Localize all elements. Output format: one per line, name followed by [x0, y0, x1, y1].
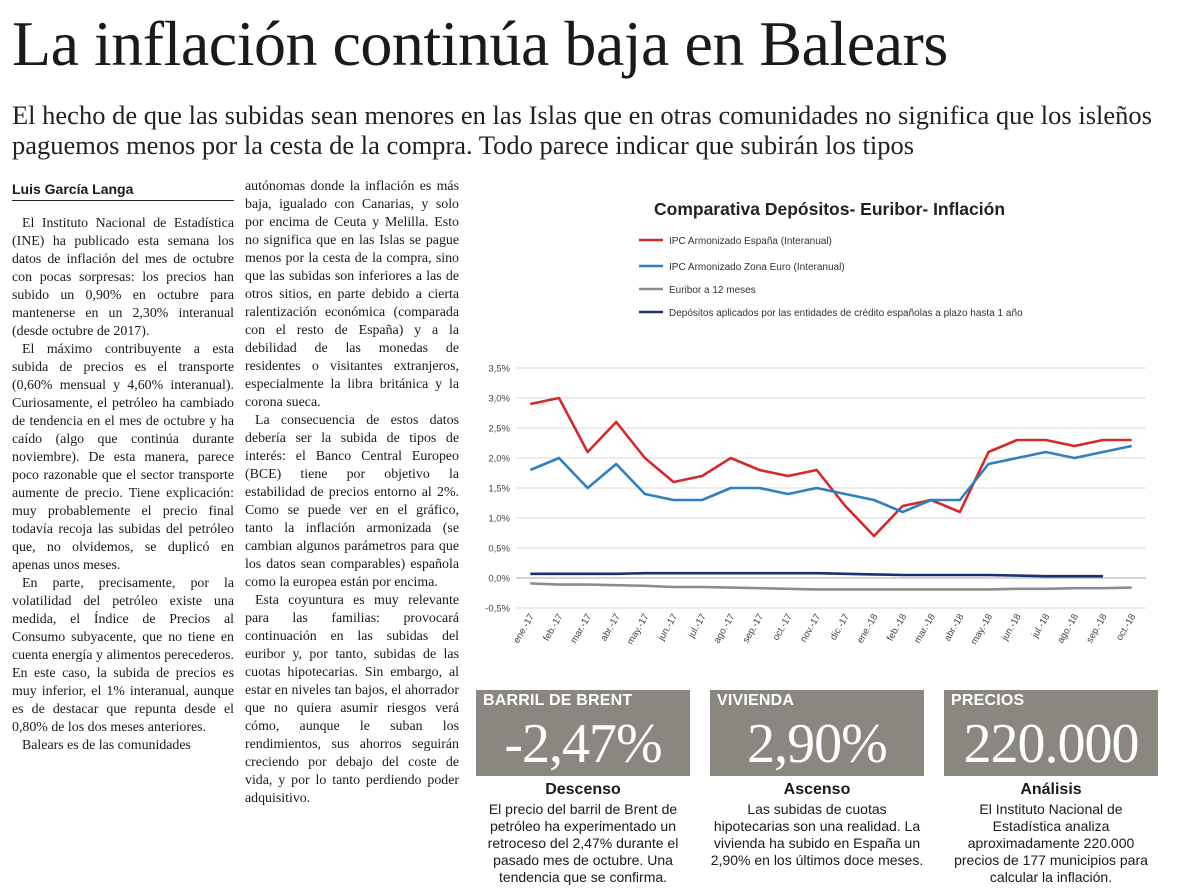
x-tick-label: feb.-17: [541, 612, 565, 643]
y-tick-label: 0,5%: [488, 544, 510, 555]
x-tick-label: oct.-18: [1114, 612, 1138, 643]
fact-box-vivienda: VIVIENDA 2,90% Ascenso Las subidas de cu…: [710, 690, 924, 869]
series-line-euribor: [530, 582, 1132, 591]
chart-x-axis: ene.-17 feb.-17 mar.-17 abr.-17 may.-17 jun.-…: [511, 612, 1138, 647]
subheadline: El hecho de que las subidas sean menores…: [12, 100, 1152, 160]
headline: La inflación continúa baja en Balears: [12, 8, 948, 79]
x-tick-label: ago.-17: [712, 612, 738, 645]
x-tick-label: abr.-17: [599, 612, 623, 643]
x-tick-label: sep.-18: [1084, 612, 1109, 645]
fact-value: -2,47%: [504, 713, 662, 775]
fact-title: Análisis: [1020, 781, 1082, 798]
fact-title: Ascenso: [783, 781, 851, 798]
x-tick-label: may.-17: [625, 612, 651, 647]
chart-svg: Comparativa Depósitos- Euribor- Inflació…: [485, 199, 1146, 647]
x-tick-label: may.-18: [969, 612, 995, 647]
inflation-chart: Comparativa Depósitos- Euribor- Inflació…: [476, 178, 1166, 660]
fact-value: 220.000: [963, 713, 1140, 775]
chart-gridlines: [516, 367, 1146, 609]
fact-box-precios: PRECIOS 220.000 Análisis El Instituto Na…: [944, 690, 1158, 886]
article-column-2: autónomas donde la inflación es más baja…: [245, 178, 459, 808]
x-tick-label: jul.-18: [1029, 612, 1052, 641]
fact-label: VIVIENDA: [717, 692, 795, 709]
x-tick-label: jul.-17: [686, 612, 709, 641]
x-tick-label: feb.-18: [885, 612, 909, 643]
article-paragraph: La consecuencia de estos datos debería s…: [245, 413, 459, 590]
x-tick-label: ago.-18: [1055, 612, 1081, 645]
y-tick-label: 0,0%: [488, 574, 510, 585]
y-tick-label: -0,5%: [485, 604, 510, 615]
legend-label: IPC Armonizado España (Interanual): [669, 236, 832, 247]
byline: Luis García Langa: [12, 180, 234, 201]
y-tick-label: 2,5%: [488, 424, 510, 435]
chart-y-axis: 3,5% 3,0% 2,5% 2,0% 1,5% 1,0% 0,5% 0,0% -0,5%: [485, 364, 510, 615]
legend-label: Euribor a 12 meses: [669, 285, 756, 296]
fact-text: El precio del barril de Brent de petróle…: [487, 801, 679, 885]
fact-label: BARRIL DE BRENT: [483, 692, 633, 709]
fact-box-brent: BARRIL DE BRENT -2,47% Descenso El preci…: [476, 690, 690, 886]
series-line-ipc-zona-euro: [529, 444, 1132, 514]
y-tick-label: 3,5%: [488, 364, 510, 375]
chart-series: [529, 396, 1132, 591]
x-tick-label: mar.-17: [569, 612, 595, 645]
x-tick-label: sep.-17: [741, 612, 766, 645]
fact-text: El Instituto Nacional de Estadística ana…: [954, 801, 1148, 885]
x-tick-label: ene.-17: [511, 612, 537, 645]
article-paragraph: El máximo contribuyente a esta subida de…: [12, 342, 234, 573]
series-line-depositos: [530, 571, 1103, 578]
article-paragraph: autónomas donde la inflación es más baja…: [245, 179, 459, 410]
x-tick-label: abr.-18: [942, 612, 966, 643]
series-line-ipc-espana: [530, 396, 1132, 538]
x-tick-label: jun.-18: [999, 612, 1024, 644]
fact-value: 2,90%: [747, 713, 888, 775]
fact-text: Las subidas de cuotas hipotecarias son u…: [710, 801, 924, 868]
y-tick-label: 1,5%: [488, 484, 510, 495]
article-paragraph: Esta coyuntura es muy relevante para las…: [245, 593, 459, 806]
fact-band: VIVIENDA 2,90%: [710, 690, 924, 776]
x-tick-label: dic.-17: [828, 612, 852, 642]
fact-title: Descenso: [545, 781, 621, 798]
article-paragraph: En parte, precisamente, por la volatilid…: [12, 576, 234, 735]
fact-label: PRECIOS: [951, 692, 1025, 709]
legend-label: Depósitos aplicados por las entidades de…: [669, 308, 1023, 319]
x-tick-label: jun.-17: [656, 612, 681, 644]
fact-band: BARRIL DE BRENT -2,47%: [476, 690, 690, 776]
article-paragraph: Balears es de las comunidades: [22, 738, 191, 753]
x-tick-label: oct.-17: [771, 612, 795, 643]
y-tick-label: 1,0%: [488, 514, 510, 525]
chart-title: Comparativa Depósitos- Euribor- Inflació…: [654, 199, 1005, 219]
chart-legend: IPC Armonizado España (Interanual) IPC Ar…: [639, 236, 1023, 319]
article-column-1: El Instituto Nacional de Estadística (IN…: [12, 215, 234, 755]
x-tick-label: mar.-18: [912, 612, 938, 645]
y-tick-label: 3,0%: [488, 394, 510, 405]
y-tick-label: 2,0%: [488, 454, 510, 465]
x-tick-label: nov.-17: [798, 612, 823, 644]
article-paragraph: El Instituto Nacional de Estadística (IN…: [12, 216, 234, 339]
x-tick-label: ene.-18: [855, 612, 881, 645]
fact-band: PRECIOS 220.000: [944, 690, 1158, 776]
legend-label: IPC Armonizado Zona Euro (Interanual): [669, 262, 845, 273]
